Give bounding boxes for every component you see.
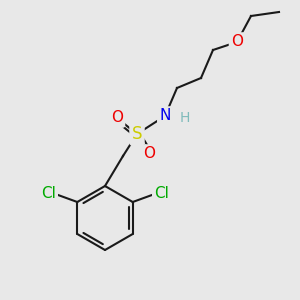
Text: O: O xyxy=(111,110,123,125)
Text: N: N xyxy=(159,109,171,124)
Text: H: H xyxy=(180,111,190,125)
Text: O: O xyxy=(231,34,243,50)
Text: S: S xyxy=(132,125,142,143)
Text: Cl: Cl xyxy=(41,187,56,202)
Text: O: O xyxy=(143,146,155,161)
Text: Cl: Cl xyxy=(154,187,169,202)
